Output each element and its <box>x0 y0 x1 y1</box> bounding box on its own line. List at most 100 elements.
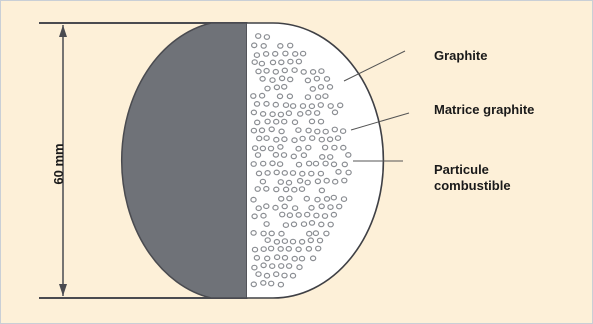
fuel-particle <box>295 246 302 253</box>
dimension-label: 60 mm <box>51 143 66 185</box>
fuel-particle <box>307 237 314 244</box>
solid-half <box>120 22 248 299</box>
fuel-particle <box>260 246 267 253</box>
fuel-particle <box>334 135 342 142</box>
fuel-particle <box>264 85 271 92</box>
fuel-particle <box>253 52 261 58</box>
fuel-particle <box>327 103 334 109</box>
fuel-particle <box>313 75 321 82</box>
fuel-particle <box>276 161 284 168</box>
fuel-particle <box>327 221 334 228</box>
fuel-particle <box>300 221 308 228</box>
fuel-particle <box>262 51 270 57</box>
fuel-particle <box>264 237 271 244</box>
fuel-particle <box>295 211 302 218</box>
fuel-particle <box>295 161 303 168</box>
leader-matrix <box>350 112 410 131</box>
fuel-particle <box>299 50 307 57</box>
fuel-particle <box>297 110 304 117</box>
fuel-particle <box>281 136 288 143</box>
fuel-particle <box>305 127 312 134</box>
fuel-particle <box>267 145 275 152</box>
label-particle-line2: combustible <box>434 178 511 193</box>
fuel-particle <box>281 238 289 245</box>
fuel-particle <box>269 77 276 83</box>
fuel-particle <box>259 110 267 117</box>
fuel-particle <box>260 262 267 269</box>
fuel-particle <box>305 245 313 252</box>
fuel-particle <box>263 135 270 142</box>
fuel-particle <box>278 263 285 269</box>
fuel-particle <box>259 75 266 82</box>
fuel-particle <box>330 194 337 201</box>
fuel-particle <box>327 154 334 160</box>
fuel-particle <box>313 212 320 219</box>
fuel-particle <box>308 103 316 110</box>
fuel-particle <box>299 103 307 109</box>
fuel-particle <box>345 151 352 158</box>
fuel-particle <box>345 169 352 176</box>
fuel-particle <box>263 203 270 210</box>
fuel-particle <box>285 110 293 117</box>
fuel-particle <box>267 245 275 252</box>
fuel-particle <box>300 68 307 75</box>
fuel-particle <box>251 246 259 253</box>
fuel-particle <box>332 178 339 185</box>
dimension-arrow-bottom <box>59 284 67 296</box>
fuel-particle <box>273 186 280 193</box>
fuel-particle <box>314 178 322 185</box>
fuel-particle <box>278 128 285 135</box>
fuel-particle <box>273 238 281 245</box>
fuel-particle <box>296 177 304 184</box>
fuel-particle <box>295 127 302 134</box>
fuel-particle <box>269 263 276 270</box>
fuel-particle <box>268 126 275 133</box>
fuel-particle <box>291 186 298 193</box>
fuel-particle <box>317 83 325 90</box>
fuel-particle <box>278 195 285 202</box>
fuel-particle <box>318 221 325 228</box>
fuel-particle <box>313 110 321 116</box>
fuel-particle <box>308 219 316 226</box>
fuel-particle <box>331 109 339 116</box>
label-particle-line1: Particule <box>434 162 489 177</box>
fuel-particle <box>258 92 266 99</box>
fuel-particle <box>330 211 338 218</box>
fuel-particle <box>296 264 303 271</box>
fuel-particle <box>286 212 294 219</box>
fuel-particle <box>263 100 270 107</box>
fuel-particle <box>277 111 285 118</box>
fuel-particle <box>300 152 308 159</box>
fuel-particle <box>285 263 293 269</box>
fuel-particle <box>258 127 266 134</box>
fuel-particle <box>321 144 329 151</box>
fuel-particle <box>277 143 284 150</box>
fuel-particle <box>314 128 321 135</box>
fuel-particle <box>255 68 262 75</box>
fuel-particle <box>269 59 277 66</box>
fuel-particle <box>250 109 258 116</box>
fuel-particle <box>263 185 270 192</box>
fuel-particle <box>305 109 312 116</box>
fuel-particle <box>278 59 285 66</box>
fuel-particle <box>309 85 316 92</box>
fuel-particle <box>309 135 316 142</box>
fuel-particle <box>278 230 285 237</box>
fuel-particle <box>255 33 262 39</box>
fuel-particle <box>331 126 338 133</box>
fuel-particle <box>263 221 270 227</box>
fuel-particle <box>341 161 348 168</box>
fuel-particle <box>312 160 320 167</box>
fuel-particle <box>287 76 294 83</box>
fuel-particle <box>251 264 258 271</box>
fuel-particle <box>272 151 280 158</box>
fuel-particle <box>281 118 288 125</box>
fuel-particle <box>318 136 325 143</box>
fuel-particle <box>317 118 325 125</box>
fuel-particle <box>260 43 267 49</box>
fuel-particle <box>305 160 313 167</box>
fuel-particle <box>277 43 284 49</box>
fuel-particle <box>263 34 271 40</box>
